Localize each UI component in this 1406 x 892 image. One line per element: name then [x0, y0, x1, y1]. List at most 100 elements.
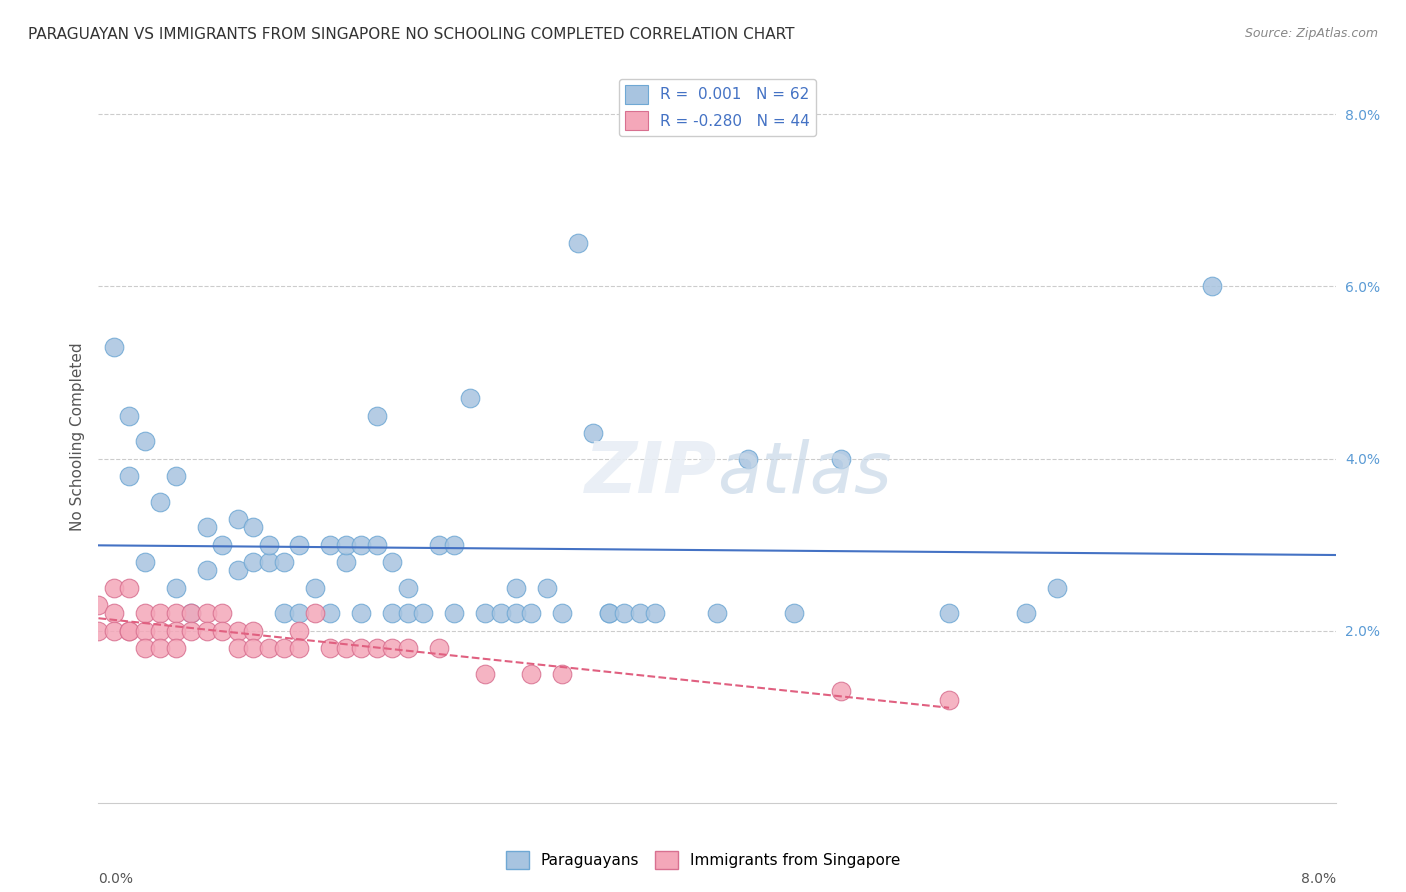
Point [598, 607, 620, 621]
Point [180, 607, 202, 621]
Point [319, 607, 342, 621]
Point [1046, 581, 1069, 595]
Point [195, 520, 218, 534]
Point [288, 538, 311, 552]
Point [783, 607, 806, 621]
Point [1015, 607, 1038, 621]
Point [273, 607, 295, 621]
Point [288, 607, 311, 621]
Point [211, 624, 233, 638]
Point [582, 425, 605, 440]
Point [134, 555, 156, 569]
Point [118, 624, 141, 638]
Point [165, 640, 187, 655]
Point [505, 581, 527, 595]
Point [165, 624, 187, 638]
Point [304, 607, 326, 621]
Point [149, 640, 172, 655]
Point [489, 607, 512, 621]
Point [350, 640, 373, 655]
Point [520, 607, 543, 621]
Point [319, 640, 342, 655]
Point [335, 640, 357, 655]
Point [134, 624, 156, 638]
Point [304, 581, 326, 595]
Point [257, 538, 280, 552]
Point [520, 666, 543, 681]
Text: 8.0%: 8.0% [1301, 871, 1336, 886]
Text: 0.0%: 0.0% [98, 871, 134, 886]
Point [644, 607, 666, 621]
Point [381, 640, 404, 655]
Point [335, 538, 357, 552]
Point [103, 581, 125, 595]
Point [396, 581, 419, 595]
Point [226, 624, 249, 638]
Point [195, 624, 218, 638]
Point [165, 581, 187, 595]
Point [396, 640, 419, 655]
Point [536, 581, 558, 595]
Point [226, 564, 249, 578]
Point [381, 607, 404, 621]
Point [273, 555, 295, 569]
Point [257, 555, 280, 569]
Point [381, 555, 404, 569]
Text: Source: ZipAtlas.com: Source: ZipAtlas.com [1244, 27, 1378, 40]
Point [427, 538, 450, 552]
Point [288, 624, 311, 638]
Text: atlas: atlas [717, 439, 891, 508]
Point [134, 434, 156, 449]
Point [211, 538, 233, 552]
Point [149, 607, 172, 621]
Point [195, 564, 218, 578]
Point [226, 512, 249, 526]
Point [458, 392, 481, 406]
Point [567, 236, 589, 251]
Point [149, 494, 172, 508]
Point [211, 607, 233, 621]
Point [474, 666, 496, 681]
Y-axis label: No Schooling Completed: No Schooling Completed [69, 343, 84, 532]
Point [319, 538, 342, 552]
Point [103, 624, 125, 638]
Point [366, 640, 388, 655]
Point [427, 640, 450, 655]
Point [242, 520, 264, 534]
Point [366, 538, 388, 552]
Point [443, 538, 465, 552]
Point [335, 555, 357, 569]
Point [134, 640, 156, 655]
Point [103, 340, 125, 354]
Point [118, 624, 141, 638]
Point [598, 607, 620, 621]
Point [288, 640, 311, 655]
Point [1201, 279, 1223, 293]
Point [226, 640, 249, 655]
Legend: Paraguayans, Immigrants from Singapore: Paraguayans, Immigrants from Singapore [499, 845, 907, 875]
Point [242, 624, 264, 638]
Point [180, 607, 202, 621]
Point [551, 607, 574, 621]
Point [412, 607, 434, 621]
Point [118, 468, 141, 483]
Point [242, 555, 264, 569]
Point [350, 607, 373, 621]
Point [87, 598, 110, 612]
Point [443, 607, 465, 621]
Point [830, 451, 852, 466]
Point [118, 409, 141, 423]
Point [165, 468, 187, 483]
Point [737, 451, 759, 466]
Point [118, 581, 141, 595]
Point [938, 607, 960, 621]
Point [180, 624, 202, 638]
Point [257, 640, 280, 655]
Point [273, 640, 295, 655]
Point [474, 607, 496, 621]
Point [366, 409, 388, 423]
Point [706, 607, 728, 621]
Text: PARAGUAYAN VS IMMIGRANTS FROM SINGAPORE NO SCHOOLING COMPLETED CORRELATION CHART: PARAGUAYAN VS IMMIGRANTS FROM SINGAPORE … [28, 27, 794, 42]
Point [350, 538, 373, 552]
Point [165, 607, 187, 621]
